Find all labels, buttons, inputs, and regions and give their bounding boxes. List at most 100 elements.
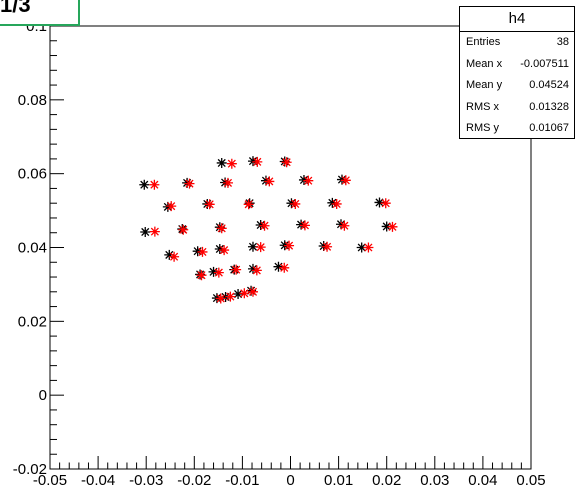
data-point-red [331, 198, 342, 209]
data-point-red [290, 198, 301, 209]
data-point-black [192, 246, 203, 257]
data-point-red [281, 157, 292, 168]
data-point-black [164, 249, 175, 260]
data-point-black [162, 201, 173, 212]
data-point-red [231, 264, 242, 275]
data-point-red [264, 176, 275, 187]
data-point-red [255, 242, 266, 253]
stats-row-rms-x: RMS x 0.01328 [460, 97, 574, 119]
data-point-red [380, 198, 391, 209]
stats-value: 0.01328 [529, 100, 569, 113]
stats-box: h4 Entries 38 Mean x -0.007511 Mean y 0.… [459, 6, 575, 139]
data-point-red [213, 267, 224, 278]
data-point-black [336, 219, 347, 230]
data-point-red [204, 199, 215, 210]
data-point-red [339, 220, 350, 231]
x-tick-label: -0.03 [129, 472, 163, 488]
data-point-red [149, 179, 160, 190]
stats-label: RMS x [466, 100, 499, 113]
data-point-red [166, 201, 177, 212]
stats-row-mean-y: Mean y 0.04524 [460, 75, 574, 97]
y-tick-label: 0 [39, 387, 47, 404]
data-point-black [247, 156, 258, 167]
data-point-red [251, 265, 262, 276]
data-point-red [169, 251, 180, 262]
data-point-black [318, 241, 329, 252]
stats-row-mean-x: Mean x -0.007511 [460, 54, 574, 76]
data-point-black [336, 174, 347, 185]
data-point-black [327, 197, 338, 208]
data-points [139, 156, 398, 304]
data-point-black [279, 156, 290, 167]
x-tick-label: 0 [286, 472, 294, 488]
stats-label: Mean y [466, 79, 503, 92]
y-tick-label: 0.08 [18, 92, 47, 109]
stats-row-entries: Entries 38 [460, 32, 574, 54]
data-point-red [322, 241, 333, 252]
data-point-black [298, 174, 309, 185]
data-point-red [340, 175, 351, 186]
data-point-red [247, 286, 258, 297]
data-point-black [381, 221, 392, 232]
stats-title: h4 [460, 7, 574, 32]
stats-value: 0.01067 [529, 122, 569, 135]
x-tick-label: -0.01 [225, 472, 259, 488]
data-point-red [387, 221, 398, 232]
data-point-red [225, 291, 236, 302]
data-point-black [140, 226, 151, 237]
y-tick-label: -0.02 [13, 461, 47, 478]
data-point-red [303, 175, 314, 186]
x-tick-label: 0.04 [468, 472, 497, 488]
stats-label: Entries [466, 36, 501, 48]
data-point-black [208, 266, 219, 277]
data-point-red [216, 223, 227, 234]
x-tick-label: -0.05 [33, 472, 67, 488]
data-point-red [197, 246, 208, 257]
data-point-black [255, 219, 266, 230]
data-point-red [239, 288, 250, 299]
data-point-black [233, 289, 244, 300]
data-point-black [374, 197, 385, 208]
stats-row-rms-y: RMS y 0.01067 [460, 118, 574, 140]
data-point-red [363, 242, 374, 253]
data-point-red [149, 226, 160, 237]
data-point-black [216, 157, 227, 168]
y-tick-label: 0.06 [18, 166, 47, 183]
data-point-red [252, 156, 263, 167]
data-point-red [226, 158, 237, 169]
x-tick-label: 0.02 [372, 472, 401, 488]
data-point-black [260, 175, 271, 186]
data-point-black [214, 243, 225, 254]
data-point-black [247, 241, 258, 252]
y-tick-label: 0.02 [18, 313, 47, 330]
data-point-black [273, 261, 284, 272]
stats-label: Mean x [466, 57, 503, 70]
stats-value: 0.04524 [529, 79, 569, 92]
data-point-black [182, 177, 193, 188]
stats-value: -0.007511 [520, 57, 569, 70]
data-point-red [279, 262, 290, 273]
x-tick-label: -0.02 [177, 472, 211, 488]
data-point-red [178, 224, 189, 235]
data-point-red [219, 245, 230, 256]
data-point-red [196, 270, 207, 281]
x-tick-label: 0.05 [516, 472, 545, 488]
data-point-red [243, 199, 254, 210]
x-tick-label: 0.03 [420, 472, 449, 488]
x-tick-label: 0.01 [324, 472, 353, 488]
data-point-red [184, 178, 195, 189]
data-point-red [284, 240, 295, 251]
pad-label-box: 1/3 [0, 0, 80, 26]
data-point-red [299, 220, 310, 231]
data-point-red [222, 177, 233, 188]
data-point-black [296, 219, 307, 230]
data-point-red [215, 293, 226, 304]
stats-value: 38 [556, 36, 569, 48]
data-point-black [286, 198, 297, 209]
data-point-black [139, 179, 150, 190]
data-point-black [247, 263, 258, 274]
data-point-red [259, 220, 270, 231]
y-tick-label: 0.04 [18, 240, 47, 257]
data-point-black [356, 242, 367, 253]
